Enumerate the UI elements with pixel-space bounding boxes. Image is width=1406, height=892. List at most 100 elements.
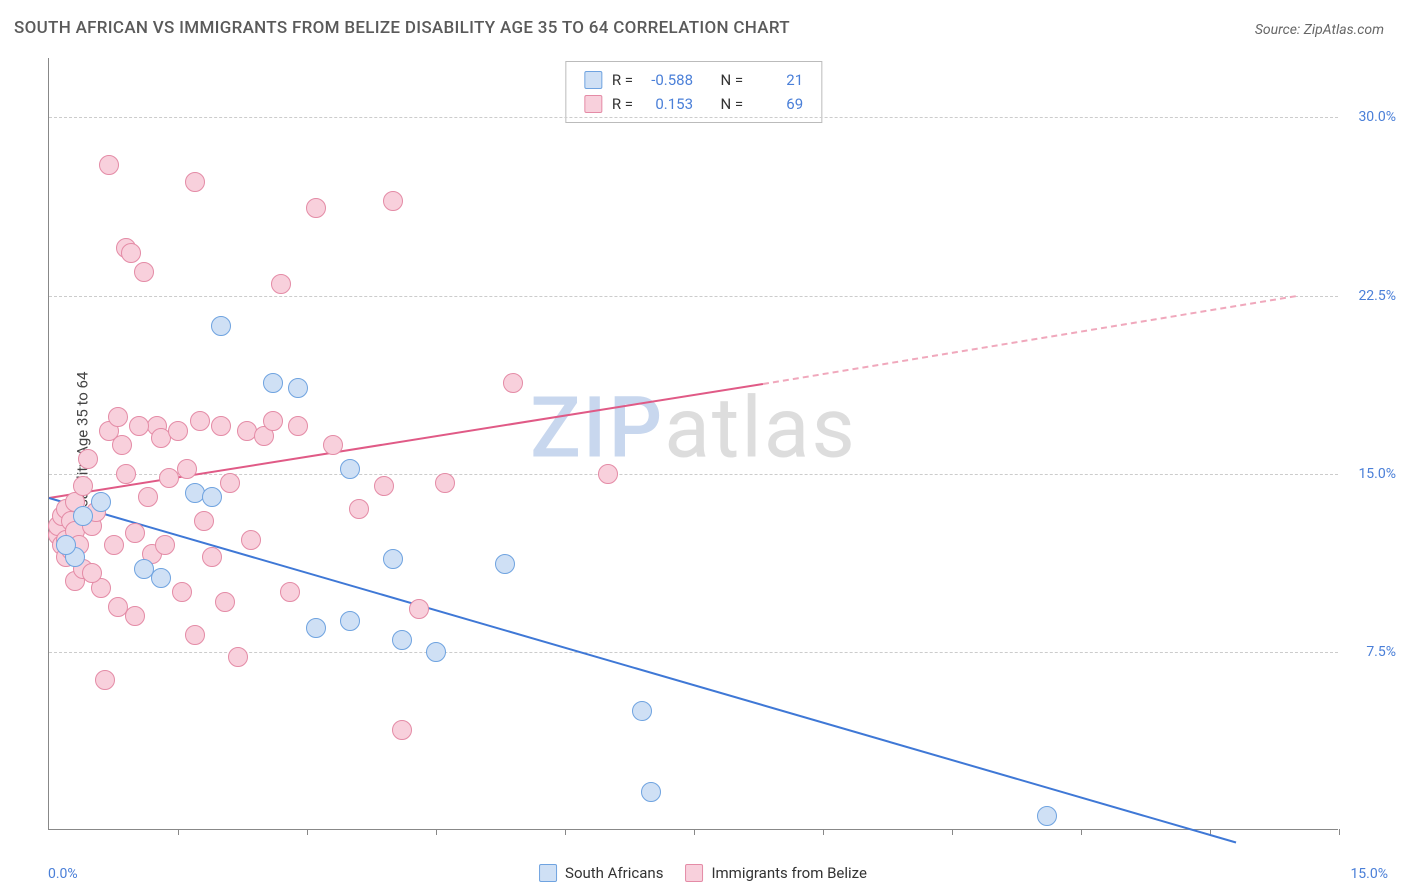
correlation-legend: R = -0.588 N = 21 R = 0.153 N = 69	[565, 61, 822, 123]
x-tick	[178, 829, 179, 835]
scatter-point-b	[125, 606, 145, 626]
scatter-point-a	[151, 568, 171, 588]
y-tick-label: 22.5%	[1358, 288, 1396, 304]
scatter-point-a	[340, 611, 360, 631]
scatter-point-b	[503, 373, 523, 393]
scatter-point-a	[56, 535, 76, 555]
x-tick	[952, 829, 953, 835]
scatter-point-b	[271, 274, 291, 294]
y-tick-label: 7.5%	[1366, 644, 1396, 660]
scatter-point-a	[306, 618, 326, 638]
x-axis-max-label: 15.0%	[1350, 866, 1388, 882]
scatter-point-b	[349, 499, 369, 519]
scatter-point-b	[134, 262, 154, 282]
y-tick-label: 30.0%	[1358, 109, 1396, 125]
scatter-point-a	[340, 459, 360, 479]
scatter-point-a	[211, 316, 231, 336]
scatter-point-b	[129, 416, 149, 436]
scatter-point-b	[194, 511, 214, 531]
legend-n-value-a: 21	[753, 68, 803, 92]
legend-swatch-a-bottom	[539, 864, 557, 882]
scatter-point-b	[95, 670, 115, 690]
scatter-point-b	[155, 535, 175, 555]
legend-n-label: N =	[721, 92, 744, 116]
scatter-point-b	[228, 647, 248, 667]
legend-label-a: South Africans	[565, 864, 663, 882]
scatter-point-b	[172, 582, 192, 602]
scatter-point-b	[288, 416, 308, 436]
x-tick	[307, 829, 308, 835]
scatter-point-b	[409, 599, 429, 619]
x-tick	[565, 829, 566, 835]
watermark-zip: ZIP	[530, 379, 664, 478]
legend-r-value-a: -0.588	[643, 68, 693, 92]
scatter-point-b	[125, 523, 145, 543]
x-axis-min-label: 0.0%	[48, 866, 78, 882]
scatter-point-a	[73, 506, 93, 526]
legend-swatch-b	[584, 95, 602, 113]
x-tick	[436, 829, 437, 835]
scatter-point-b	[104, 535, 124, 555]
legend-swatch-b-bottom	[685, 864, 703, 882]
scatter-point-b	[241, 530, 261, 550]
scatter-point-a	[426, 642, 446, 662]
scatter-point-b	[121, 243, 141, 263]
legend-item-b: Immigrants from Belize	[685, 864, 867, 882]
gridline	[49, 296, 1338, 297]
trend-line-b-dash	[763, 296, 1297, 386]
scatter-point-a	[288, 378, 308, 398]
x-tick	[823, 829, 824, 835]
scatter-point-b	[374, 476, 394, 496]
y-tick-label: 15.0%	[1358, 466, 1396, 482]
x-tick	[1081, 829, 1082, 835]
scatter-point-b	[112, 435, 132, 455]
scatter-point-a	[91, 492, 111, 512]
scatter-point-a	[1037, 806, 1057, 826]
scatter-point-a	[383, 549, 403, 569]
scatter-point-a	[632, 701, 652, 721]
legend-r-label: R =	[612, 68, 633, 92]
scatter-point-b	[82, 563, 102, 583]
scatter-point-b	[185, 172, 205, 192]
scatter-point-b	[202, 547, 222, 567]
legend-swatch-a	[584, 71, 602, 89]
legend-r-label: R =	[612, 92, 633, 116]
scatter-point-b	[263, 411, 283, 431]
scatter-point-b	[211, 416, 231, 436]
scatter-point-b	[215, 592, 235, 612]
scatter-point-a	[263, 373, 283, 393]
scatter-point-b	[190, 411, 210, 431]
scatter-point-a	[392, 630, 412, 650]
scatter-point-b	[73, 476, 93, 496]
plot-area: ZIPatlas R = -0.588 N = 21 R = 0.153 N =…	[48, 58, 1338, 830]
scatter-point-b	[168, 421, 188, 441]
legend-label-b: Immigrants from Belize	[711, 864, 867, 882]
scatter-point-b	[99, 155, 119, 175]
gridline	[49, 117, 1338, 118]
legend-row-a: R = -0.588 N = 21	[584, 68, 803, 92]
legend-n-value-b: 69	[753, 92, 803, 116]
scatter-point-b	[306, 198, 326, 218]
gridline	[49, 474, 1338, 475]
legend-row-b: R = 0.153 N = 69	[584, 92, 803, 116]
scatter-point-b	[108, 407, 128, 427]
scatter-point-b	[598, 464, 618, 484]
legend-r-value-b: 0.153	[643, 92, 693, 116]
scatter-point-b	[435, 473, 455, 493]
scatter-point-b	[383, 191, 403, 211]
source-label: Source: ZipAtlas.com	[1255, 22, 1384, 38]
chart-title: SOUTH AFRICAN VS IMMIGRANTS FROM BELIZE …	[14, 18, 790, 38]
scatter-point-b	[116, 464, 136, 484]
legend-item-a: South Africans	[539, 864, 663, 882]
x-tick	[1339, 829, 1340, 835]
scatter-point-a	[495, 554, 515, 574]
series-legend: South Africans Immigrants from Belize	[539, 864, 867, 882]
scatter-point-a	[641, 782, 661, 802]
scatter-point-b	[177, 459, 197, 479]
legend-n-label: N =	[721, 68, 744, 92]
scatter-point-b	[185, 625, 205, 645]
scatter-point-b	[392, 720, 412, 740]
scatter-point-b	[280, 582, 300, 602]
scatter-point-b	[78, 449, 98, 469]
scatter-point-b	[220, 473, 240, 493]
